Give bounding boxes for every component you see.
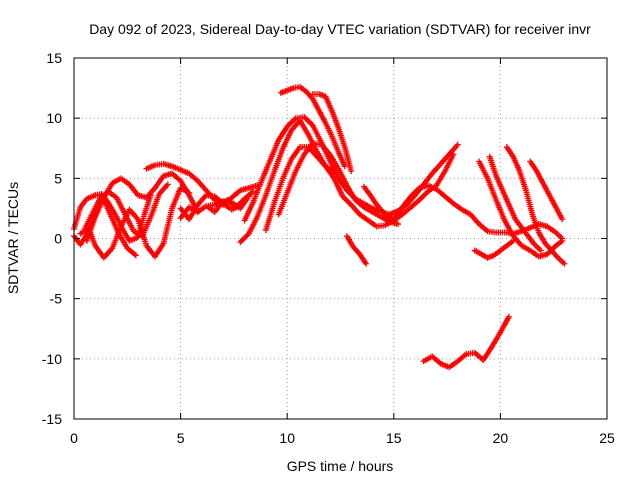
y-tick-label: -5 <box>50 291 63 307</box>
data-point-marker <box>250 188 257 195</box>
series-track-q <box>360 183 397 223</box>
data-point-marker <box>561 260 568 267</box>
series-track-w <box>471 237 517 261</box>
data-point-marker <box>331 169 338 176</box>
x-tick-label: 5 <box>177 430 185 446</box>
data-point-marker <box>559 237 566 244</box>
series-track-h <box>177 193 252 222</box>
data-point-marker <box>363 260 370 267</box>
series-track-r <box>390 182 566 242</box>
x-tick-label: 15 <box>386 430 402 446</box>
y-axis-label: SDTVAR / TECUs <box>5 182 21 294</box>
data-point-marker <box>341 163 348 170</box>
chart-title: Day 092 of 2023, Sidereal Day-to-day VTE… <box>89 21 591 37</box>
series-track-n <box>277 83 348 170</box>
series-track-e <box>81 192 139 259</box>
x-tick-label: 25 <box>599 430 615 446</box>
y-tick-label: 0 <box>54 231 62 247</box>
tick-layer: 0 5 10 15 20 25 -15 -10 -5 0 5 10 15 <box>42 50 615 446</box>
data-point-marker <box>505 313 512 320</box>
y-tick-label: -15 <box>42 411 62 427</box>
data-point-marker <box>537 247 544 254</box>
series-track-s <box>476 158 566 260</box>
y-tick-label: 10 <box>46 110 62 126</box>
series-track-t <box>486 153 544 254</box>
data-point-marker <box>559 216 566 223</box>
x-tick-label: 0 <box>70 430 78 446</box>
series-track-o <box>309 91 355 175</box>
x-tick-label: 10 <box>279 430 295 446</box>
series-track-m <box>275 140 402 228</box>
data-layer <box>71 83 568 371</box>
y-tick-label: 15 <box>46 50 62 66</box>
y-tick-label: 5 <box>54 170 62 186</box>
data-point-marker <box>395 221 402 228</box>
series-track-l <box>262 144 338 234</box>
x-axis-label: GPS time / hours <box>287 458 394 474</box>
data-point-marker <box>510 237 517 244</box>
series-track-u <box>503 144 568 267</box>
series-track-j <box>237 117 457 246</box>
x-tick-label: 20 <box>493 430 509 446</box>
series-track-v <box>527 158 566 223</box>
data-point-marker <box>454 141 461 148</box>
series-track-i <box>205 188 257 216</box>
data-point-marker <box>164 181 171 188</box>
series-track-p <box>343 233 370 267</box>
y-tick-label: -10 <box>42 351 62 367</box>
series-track-x <box>420 313 512 371</box>
data-point-marker <box>348 168 355 175</box>
series-track-d <box>83 170 201 244</box>
data-point-marker <box>132 252 139 259</box>
